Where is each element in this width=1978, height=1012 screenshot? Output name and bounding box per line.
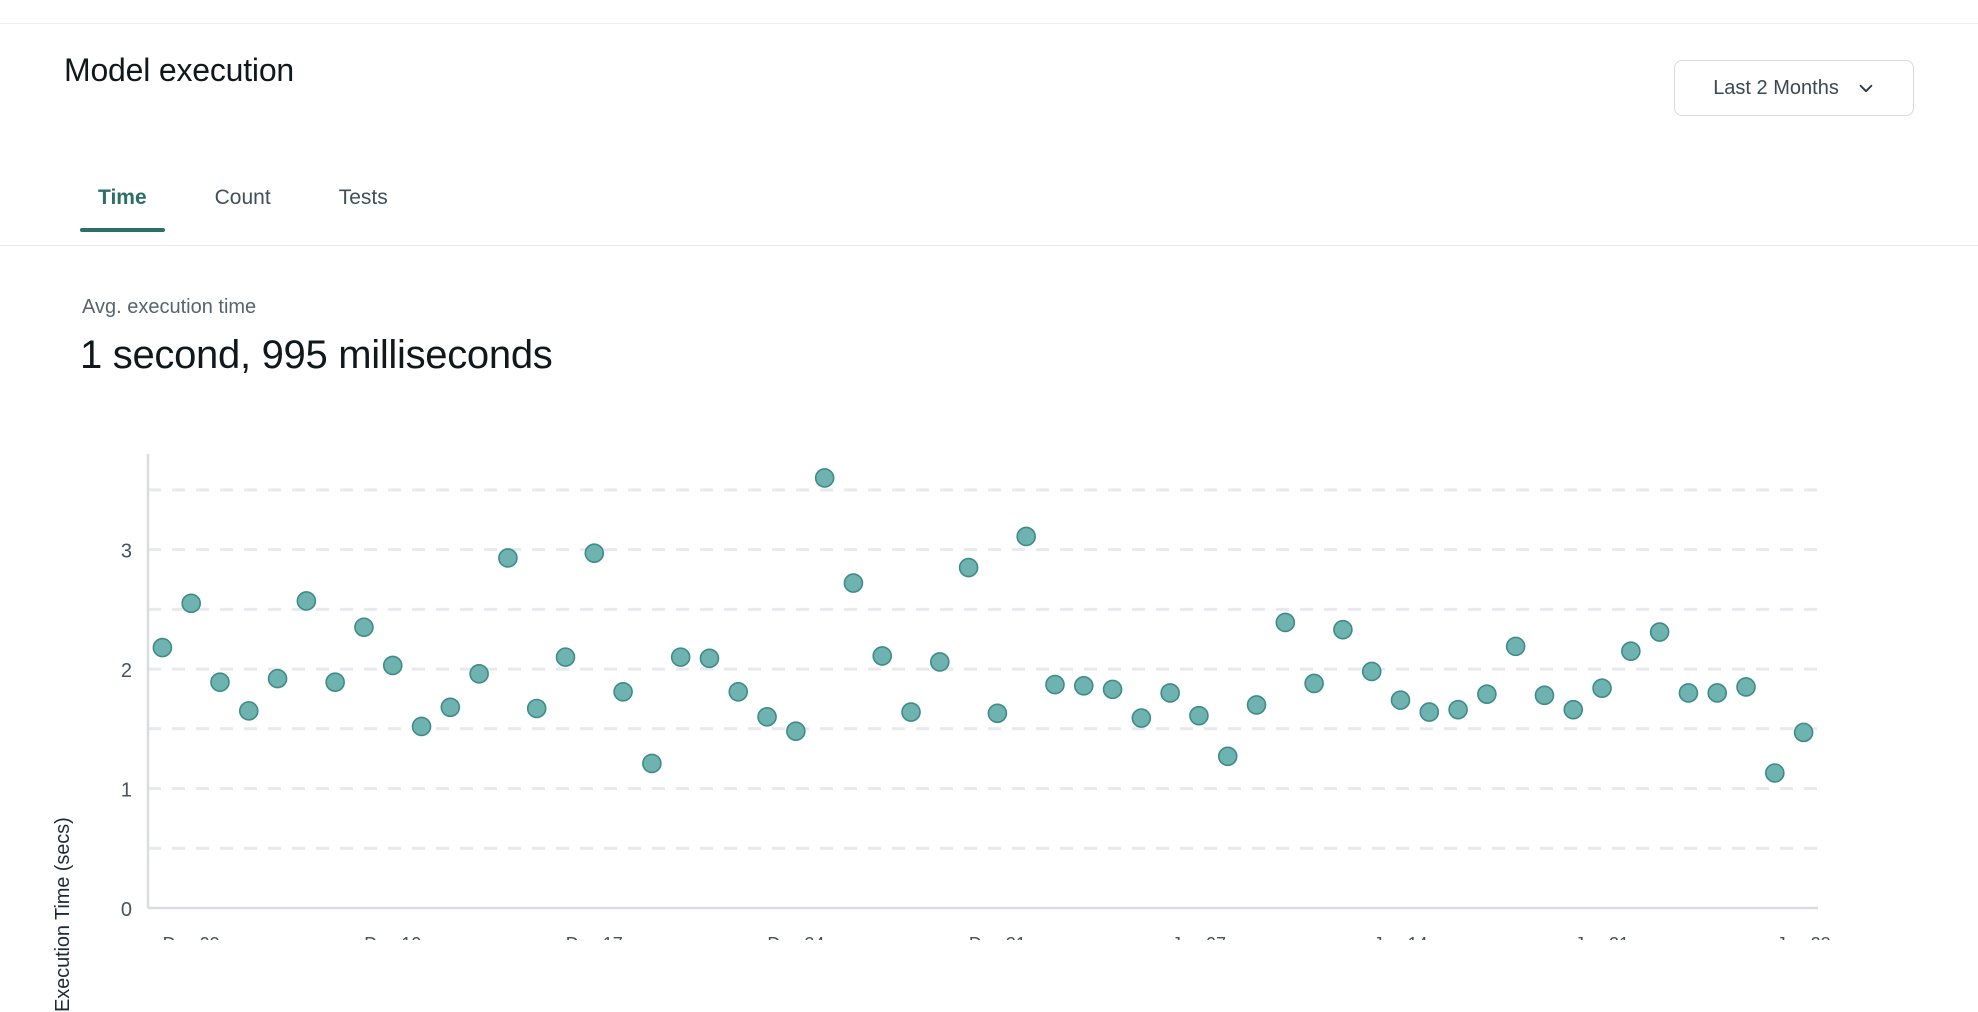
x-axis-tick-label: Jan 28 xyxy=(1777,934,1831,940)
date-range-label: Last 2 Months xyxy=(1713,76,1839,99)
tab-tests-label: Tests xyxy=(338,186,388,209)
x-axis-tick-label: Dec 31 xyxy=(969,934,1026,940)
data-point[interactable] xyxy=(670,647,691,667)
data-point[interactable] xyxy=(958,557,979,578)
data-point[interactable] xyxy=(843,573,864,593)
data-point[interactable] xyxy=(757,707,777,727)
data-point[interactable] xyxy=(1621,641,1641,661)
y-axis-title: Execution Time (secs) xyxy=(52,817,74,1012)
data-point[interactable] xyxy=(1304,673,1324,694)
data-point[interactable] xyxy=(382,655,403,676)
data-point[interactable] xyxy=(642,753,662,774)
data-point[interactable] xyxy=(469,664,489,684)
tab-count-label: Count xyxy=(214,186,271,209)
execution-time-chart: Execution Time (secs) 0 1 2 3 Dec 03 Dec 10 De… xyxy=(0,440,1978,1012)
y-axis-tick-label: 1 xyxy=(121,780,132,802)
data-point[interactable] xyxy=(1045,674,1065,695)
date-range-picker[interactable]: Last 2 Months xyxy=(1674,60,1914,116)
data-point[interactable] xyxy=(1390,690,1411,710)
data-point[interactable] xyxy=(526,698,547,719)
x-axis-tick-label: Dec 24 xyxy=(767,934,824,940)
data-point[interactable] xyxy=(1160,683,1180,703)
top-divider xyxy=(0,23,1978,24)
x-axis-tick-label: Jan 14 xyxy=(1373,934,1427,940)
metric-summary: Avg. execution time 1 second, 995 millis… xyxy=(80,296,553,378)
data-point[interactable] xyxy=(1765,763,1785,783)
data-point[interactable] xyxy=(901,702,921,722)
metric-label: Avg. execution time xyxy=(82,296,257,318)
tab-time[interactable]: Time xyxy=(64,180,181,232)
y-axis-tick-label: 0 xyxy=(121,899,132,921)
data-point[interactable] xyxy=(1361,661,1382,682)
data-point[interactable] xyxy=(181,593,201,614)
data-point[interactable] xyxy=(555,647,576,667)
metric-value: 1 second, 995 milliseconds xyxy=(80,333,553,377)
data-point[interactable] xyxy=(1736,677,1756,697)
data-point[interactable] xyxy=(498,548,518,568)
data-point[interactable] xyxy=(613,681,633,702)
page-title: Model execution xyxy=(64,52,295,88)
data-point[interactable] xyxy=(1649,622,1670,642)
data-point[interactable] xyxy=(267,668,288,689)
data-point[interactable] xyxy=(584,543,605,563)
data-point[interactable] xyxy=(1793,722,1814,743)
x-axis-tick-label: Jan 21 xyxy=(1575,934,1629,940)
data-point[interactable] xyxy=(440,697,461,718)
data-point[interactable] xyxy=(987,703,1008,724)
data-point[interactable] xyxy=(1275,612,1296,633)
data-point[interactable] xyxy=(238,701,259,721)
data-point[interactable] xyxy=(1189,705,1209,726)
y-axis-tick-label: 3 xyxy=(121,541,132,563)
data-point[interactable] xyxy=(699,648,720,669)
data-point[interactable] xyxy=(1477,684,1497,704)
x-axis-tick-label: Jan 07 xyxy=(1172,934,1226,940)
data-point[interactable] xyxy=(1707,683,1728,703)
x-axis-tick-label: Dec 17 xyxy=(566,934,623,940)
data-point[interactable] xyxy=(1419,702,1440,722)
data-point[interactable] xyxy=(411,716,432,737)
data-point[interactable] xyxy=(1563,699,1584,720)
data-point[interactable] xyxy=(325,672,345,693)
data-point[interactable] xyxy=(1016,526,1036,547)
data-point[interactable] xyxy=(1073,675,1094,696)
tab-tests[interactable]: Tests xyxy=(305,180,422,232)
data-point[interactable] xyxy=(296,591,317,611)
data-point[interactable] xyxy=(1592,678,1612,698)
chevron-down-icon xyxy=(1859,84,1873,93)
data-point[interactable] xyxy=(1131,708,1152,728)
data-point[interactable] xyxy=(1333,619,1353,640)
data-point[interactable] xyxy=(1102,679,1123,700)
scatter-plot: 0 1 2 3 Dec 03 Dec 10 Dec 17 Dec 24 Dec 31 Jan 07… xyxy=(121,454,1831,940)
data-point[interactable] xyxy=(1246,695,1267,715)
data-point[interactable] xyxy=(210,672,230,693)
tab-bar: Time Count Tests xyxy=(0,180,1978,246)
data-point[interactable] xyxy=(872,646,893,666)
data-point[interactable] xyxy=(786,721,806,741)
tab-count[interactable]: Count xyxy=(181,180,305,232)
data-point[interactable] xyxy=(1534,685,1555,706)
page-header: Model execution Last 2 Months xyxy=(0,52,1978,132)
data-point[interactable] xyxy=(1217,746,1238,767)
data-point[interactable] xyxy=(814,468,835,488)
data-point[interactable] xyxy=(152,637,173,658)
data-point[interactable] xyxy=(728,681,749,702)
data-point[interactable] xyxy=(1678,683,1699,703)
data-point[interactable] xyxy=(1505,636,1526,657)
x-axis-tick-label: Dec 03 xyxy=(163,934,220,940)
tab-time-label: Time xyxy=(98,186,147,209)
data-point[interactable] xyxy=(930,652,950,672)
data-point[interactable] xyxy=(1448,699,1468,720)
y-axis-tick-label: 2 xyxy=(121,660,132,682)
data-point[interactable] xyxy=(354,617,374,638)
x-axis-tick-label: Dec 10 xyxy=(364,934,421,940)
